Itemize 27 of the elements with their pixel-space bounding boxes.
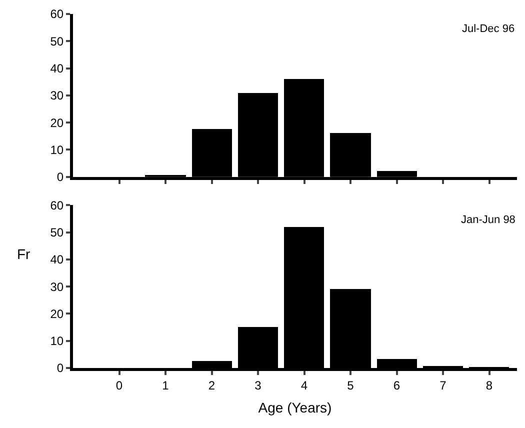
y-tick-label: 40: [50, 252, 64, 267]
x-tick-label: 3: [254, 378, 262, 392]
y-tick-label: 20: [50, 116, 64, 130]
y-tick-label: 0: [56, 361, 64, 376]
y-tick-label: 60: [50, 198, 64, 212]
y-tick-label: 20: [50, 306, 64, 321]
y-tick-label: 50: [50, 226, 64, 240]
y-tick-label: 30: [50, 280, 64, 294]
x-tick-label: 5: [347, 378, 354, 392]
text: Fr: [17, 246, 31, 262]
x-tick-label: 7: [440, 378, 447, 392]
x-tick-label: 4: [300, 378, 308, 392]
y-tick-label: 50: [50, 34, 64, 48]
x-tick-label: 1: [162, 378, 170, 392]
x-axis-title: Age (Years): [258, 400, 332, 416]
x-tick-label: 0: [116, 378, 123, 392]
y-tick-label: 10: [50, 142, 64, 157]
y-tick-label: 0: [56, 170, 64, 184]
y-tick-label: 40: [50, 61, 64, 76]
y-tick-label: 10: [50, 334, 64, 348]
x-tick-label: 6: [393, 378, 400, 392]
x-tick-label: 2: [208, 378, 216, 392]
text: Jul-Dec 96: [462, 23, 515, 35]
x-tick-label: 8: [486, 378, 493, 392]
y-tick-label: 30: [50, 88, 64, 103]
y-tick-label: 60: [50, 7, 64, 22]
text: Jan-Jun 98: [461, 214, 516, 226]
